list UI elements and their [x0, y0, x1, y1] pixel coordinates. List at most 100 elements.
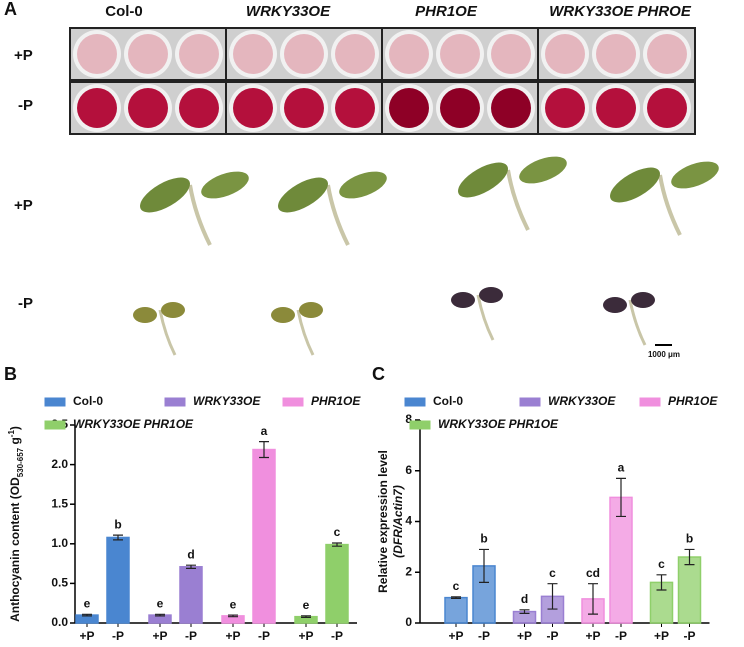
well [491, 34, 531, 74]
x-tick-label: -P [185, 629, 197, 643]
column-label: PHR1OE [415, 3, 478, 20]
legend-swatch [44, 420, 66, 430]
x-tick-label: +P [225, 629, 240, 643]
stem [296, 309, 315, 356]
legend-label: Col-0 [433, 394, 463, 408]
well [128, 88, 168, 128]
legend-swatch [404, 397, 426, 407]
stem [658, 174, 682, 236]
leaf [519, 156, 567, 184]
legend-label: WRKY33OE PHR1OE [438, 417, 559, 431]
error-bar [155, 613, 165, 617]
leaf [631, 292, 655, 308]
y-tick-label: 4 [405, 514, 412, 528]
y-label-part: g [8, 437, 22, 448]
well [284, 34, 324, 74]
significance-letter: c [658, 557, 665, 571]
well [233, 88, 273, 128]
well [233, 34, 273, 74]
y-tick-label: 2 [405, 564, 412, 578]
well [389, 88, 429, 128]
y-label-line: Relative expression level [376, 450, 390, 593]
bar [252, 448, 276, 624]
x-tick-label: +P [654, 629, 669, 643]
leaf [671, 161, 719, 189]
stem [476, 294, 495, 341]
significance-letter: e [84, 596, 91, 610]
legend-swatch [44, 397, 66, 407]
row-label: +P [14, 47, 33, 64]
x-tick-label: +P [448, 629, 463, 643]
leaf [458, 162, 508, 198]
well [128, 34, 168, 74]
legend-label: Col-0 [73, 394, 103, 408]
legend-label: WRKY33OE [548, 394, 616, 408]
error-bar [82, 613, 92, 617]
bar [444, 596, 468, 624]
well [647, 88, 687, 128]
well [440, 88, 480, 128]
leaf [201, 171, 249, 199]
leaf [278, 177, 328, 213]
y-tick-label: 0.0 [51, 615, 68, 629]
well [284, 88, 324, 128]
significance-letter: d [187, 547, 194, 561]
leaf [603, 297, 627, 313]
leaf [161, 302, 185, 318]
legend-swatch [409, 420, 431, 430]
scale-label: 1000 μm [648, 350, 680, 359]
significance-letter: e [303, 598, 310, 612]
y-tick-label: 8 [405, 412, 412, 426]
bar [325, 543, 349, 624]
error-bar [113, 534, 123, 541]
significance-letter: d [521, 592, 528, 606]
error-bar [259, 441, 269, 459]
well [179, 34, 219, 74]
leaf [451, 292, 475, 308]
error-bar [547, 583, 558, 610]
row-label: -P [18, 295, 33, 312]
leaf [271, 307, 295, 323]
panel-label: A [4, 0, 17, 19]
significance-letter: c [334, 525, 341, 539]
y-label-part: ) [8, 426, 22, 430]
well [77, 34, 117, 74]
significance-letter: e [230, 597, 237, 611]
error-bar [616, 477, 626, 518]
x-tick-label: -P [478, 629, 490, 643]
error-bar [451, 596, 461, 599]
column-label: WRKY33OE [246, 3, 331, 20]
significance-letter: a [618, 461, 625, 475]
error-bar [684, 548, 695, 566]
legend-swatch [639, 397, 661, 407]
error-bar [479, 548, 489, 583]
y-axis-label: Relative expression level(DFR/Actin7) [376, 450, 405, 593]
well [440, 34, 480, 74]
x-tick-label: -P [615, 629, 627, 643]
stem [506, 169, 530, 231]
stem [158, 309, 177, 356]
y-label-part: 530-657 [16, 447, 25, 477]
leaf [299, 302, 323, 318]
x-tick-label: -P [547, 629, 559, 643]
significance-letter: cd [586, 566, 600, 580]
column-label: WRKY33OE PHROE [549, 3, 692, 20]
legend-swatch [164, 397, 186, 407]
well [491, 88, 531, 128]
significance-letter: b [114, 517, 121, 531]
leaf [610, 167, 660, 203]
error-bar [588, 583, 598, 615]
legend-label: PHR1OE [311, 394, 361, 408]
well [596, 34, 636, 74]
significance-letter: c [549, 566, 556, 580]
bar [677, 556, 702, 624]
y-label-part: -1 [7, 430, 16, 438]
y-label-line: (DFR/Actin7) [391, 485, 405, 558]
well [335, 34, 375, 74]
legend-label: WRKY33OE [193, 394, 261, 408]
row-label: +P [14, 197, 33, 214]
well [596, 88, 636, 128]
panel-label: C [372, 364, 385, 384]
y-axis-label: Anthocyanin content (OD530-657 g-1) [7, 426, 25, 622]
